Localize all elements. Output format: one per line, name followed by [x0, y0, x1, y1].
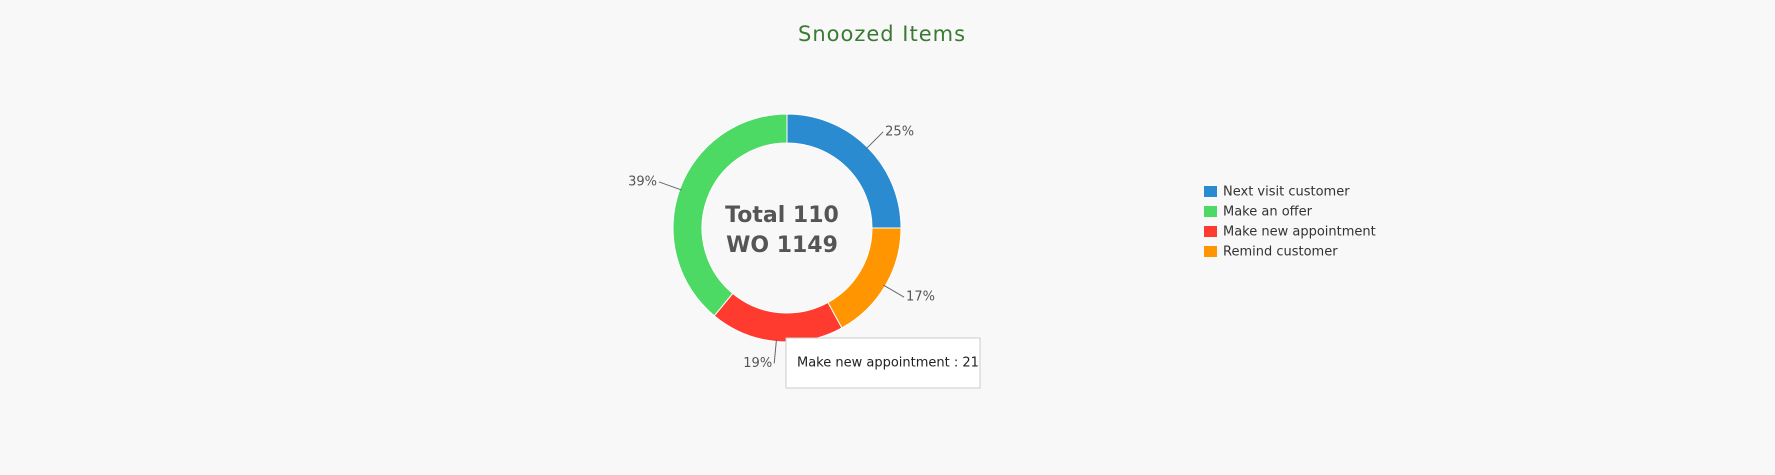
legend-label: Make new appointment — [1223, 225, 1376, 240]
legend-label: Remind customer — [1223, 245, 1338, 260]
legend-swatch — [1204, 226, 1217, 237]
leader-line — [883, 284, 905, 298]
tooltip-box — [785, 337, 981, 389]
slice-label: 39% — [628, 174, 657, 189]
legend-swatch — [1204, 206, 1217, 217]
legend-swatch — [1204, 186, 1217, 197]
chart-title: Snoozed Items — [798, 22, 966, 46]
donut-slice — [713, 292, 843, 343]
slice-label: 19% — [743, 356, 772, 371]
legend-label: Make an offer — [1223, 205, 1313, 220]
slice-label: 17% — [906, 290, 935, 305]
legend-swatch — [1204, 246, 1217, 257]
leader-line — [658, 181, 682, 191]
slice-label: 25% — [885, 124, 914, 139]
donut-slice — [827, 227, 902, 329]
tooltip-text: Make new appointment : 21 — [797, 356, 979, 371]
leader-line — [865, 131, 884, 150]
leader-line — [773, 339, 777, 364]
center-text: Total 110 — [725, 203, 839, 228]
center-text: WO 1149 — [726, 233, 838, 258]
legend-label: Next visit customer — [1223, 185, 1350, 200]
